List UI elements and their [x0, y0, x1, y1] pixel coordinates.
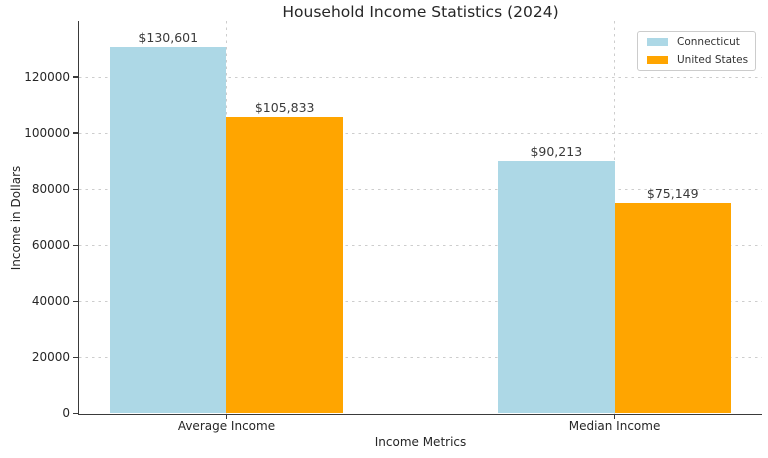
h-gridline [79, 188, 762, 190]
bar-connecticut [498, 160, 615, 414]
bar-united-states [226, 116, 343, 414]
y-tick-label: 60000 [31, 237, 70, 252]
bar-value-label: $75,149 [646, 185, 699, 201]
bar-value-label: $105,833 [254, 99, 315, 115]
y-tick-label: 120000 [24, 69, 70, 84]
connecticut-swatch [647, 38, 668, 46]
united-states-swatch [647, 56, 668, 64]
x-tick-mark [225, 414, 228, 419]
legend-label: Connecticut [677, 36, 740, 48]
h-gridline [79, 300, 762, 302]
legend: Connecticut United States [637, 31, 756, 71]
x-axis-line [77, 413, 762, 416]
y-tick-mark [73, 76, 78, 78]
chart-title: Household Income Statistics (2024) [282, 3, 559, 21]
y-axis-title: Income in Dollars [9, 165, 23, 271]
y-tick-mark [73, 188, 78, 190]
legend-label: United States [677, 54, 749, 66]
y-tick-mark [73, 132, 78, 134]
y-tick-mark [73, 356, 78, 359]
x-tick-mark [613, 414, 616, 419]
y-tick-mark [73, 300, 78, 302]
legend-entry-united-states: United States [647, 54, 755, 66]
h-gridline [79, 132, 762, 134]
x-tick-label: Median Income [568, 418, 661, 433]
h-gridline [79, 356, 762, 358]
y-tick-label: 100000 [24, 125, 70, 140]
h-gridline [79, 244, 762, 246]
bar-connecticut [110, 47, 227, 414]
y-tick-label: 40000 [31, 293, 70, 308]
x-axis-title: Income Metrics [374, 435, 467, 449]
y-tick-mark [73, 244, 78, 246]
y-tick-label: 20000 [31, 349, 70, 364]
bar-value-label: $90,213 [530, 143, 583, 159]
legend-entry-connecticut: Connecticut [647, 36, 755, 48]
y-tick-label: 80000 [31, 181, 70, 196]
bar-united-states [614, 202, 731, 414]
x-tick-label: Average Income [177, 418, 276, 433]
h-gridline [79, 76, 762, 78]
y-tick-mark [73, 412, 78, 415]
y-axis-line [77, 21, 80, 415]
y-tick-label: 0 [62, 406, 70, 420]
bar-value-label: $130,601 [138, 30, 199, 46]
